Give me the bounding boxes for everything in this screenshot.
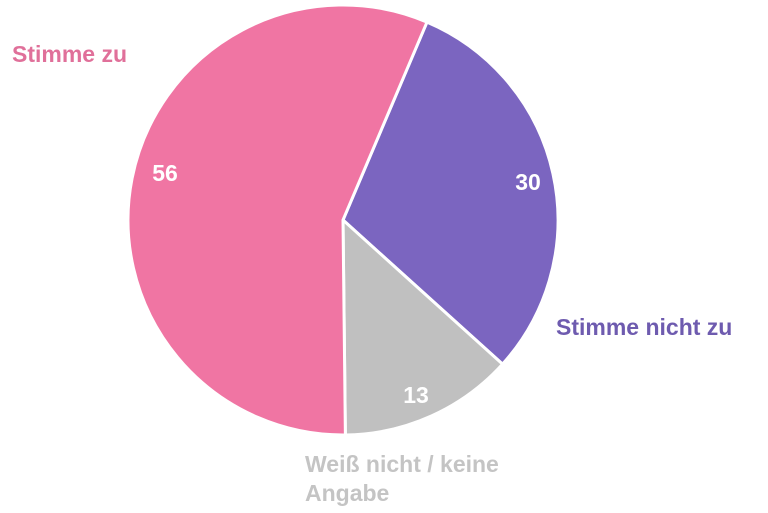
data-label: 13: [403, 382, 429, 408]
data-label: 56: [152, 160, 178, 186]
legend-label-stimme-zu: Stimme zu: [12, 41, 128, 67]
pie-slice: [341, 216, 505, 437]
pie-slice: [126, 3, 429, 437]
legend-label-stimme-nicht-zu: Stimme nicht zu: [556, 314, 733, 340]
pie-slice: [341, 20, 560, 367]
data-label: 30: [515, 169, 541, 195]
legend-label-weiss-nicht: Weiß nicht / keine Angabe: [305, 451, 499, 506]
